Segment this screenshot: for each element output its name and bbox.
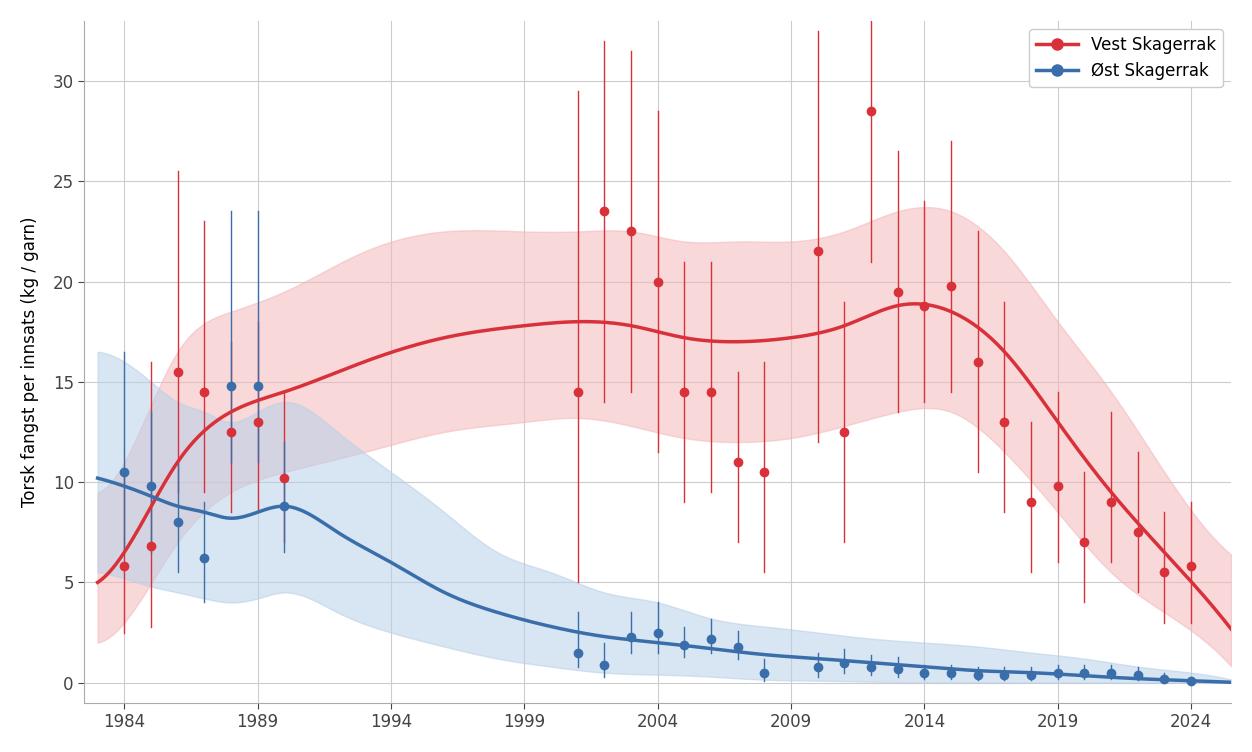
Point (1128, 526, 1148, 538)
Point (248, 416, 268, 428)
Point (1101, 496, 1121, 508)
Point (1154, 673, 1174, 685)
Point (621, 226, 641, 238)
Point (994, 669, 1014, 681)
Point (755, 667, 775, 679)
Point (914, 299, 934, 311)
Point (861, 661, 881, 673)
Point (595, 659, 615, 671)
Point (1074, 536, 1094, 548)
Point (861, 105, 881, 117)
Point (834, 656, 854, 669)
Point (968, 356, 988, 368)
Point (621, 630, 641, 642)
Point (1181, 560, 1201, 572)
Point (888, 663, 908, 675)
Point (942, 667, 962, 679)
Point (1022, 669, 1042, 681)
Point (1101, 667, 1121, 679)
Point (194, 386, 214, 398)
Point (808, 245, 828, 257)
Point (220, 380, 240, 392)
Point (194, 552, 214, 564)
Point (141, 480, 162, 492)
Point (701, 386, 721, 398)
Point (647, 275, 667, 287)
Point (968, 669, 988, 681)
Point (914, 667, 934, 679)
Point (675, 638, 695, 650)
Point (701, 632, 721, 644)
Point (755, 466, 775, 478)
Point (994, 416, 1014, 428)
Point (141, 540, 162, 552)
Legend: Vest Skagerrak, Øst Skagerrak: Vest Skagerrak, Øst Skagerrak (1029, 29, 1223, 86)
Point (647, 626, 667, 638)
Y-axis label: Torsk fangst per innsats (kg / garn): Torsk fangst per innsats (kg / garn) (21, 217, 39, 507)
Point (727, 641, 747, 653)
Point (808, 661, 828, 673)
Point (567, 386, 587, 398)
Point (168, 516, 188, 528)
Point (114, 466, 134, 478)
Point (834, 426, 854, 438)
Point (1154, 566, 1174, 578)
Point (675, 386, 695, 398)
Point (567, 647, 587, 659)
Point (274, 500, 294, 512)
Point (248, 380, 268, 392)
Point (942, 280, 962, 292)
Point (114, 560, 134, 572)
Point (1022, 496, 1042, 508)
Point (727, 456, 747, 468)
Point (1048, 480, 1068, 492)
Point (168, 365, 188, 378)
Point (220, 426, 240, 438)
Point (1181, 675, 1201, 687)
Point (274, 472, 294, 484)
Point (888, 286, 908, 298)
Point (1048, 667, 1068, 679)
Point (1074, 667, 1094, 679)
Point (1128, 669, 1148, 681)
Point (595, 205, 615, 217)
